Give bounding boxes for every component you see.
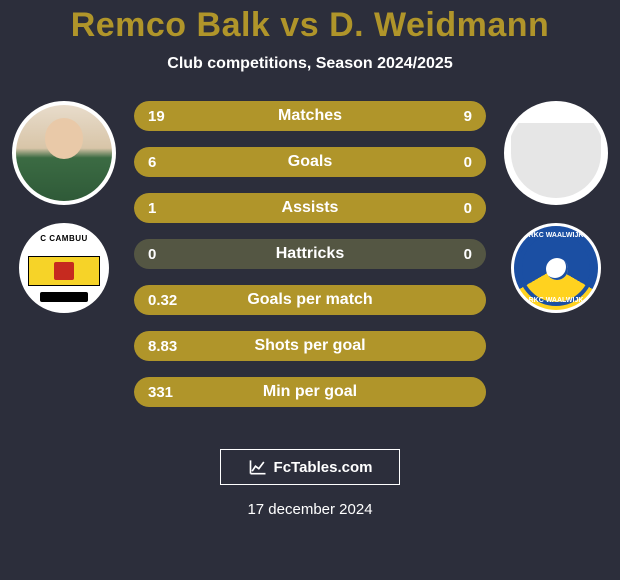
stat-row: 8.83Shots per goal bbox=[134, 331, 486, 361]
right-club-logo-text-bottom: RKC WAALWIJK bbox=[514, 297, 598, 304]
right-club-logo-text-top: RKC WAALWIJK bbox=[514, 232, 598, 239]
left-club-logo: C CAMBUU bbox=[19, 223, 109, 313]
stat-label: Min per goal bbox=[134, 377, 486, 407]
stat-label: Matches bbox=[134, 101, 486, 131]
stat-label: Goals per match bbox=[134, 285, 486, 315]
stat-label: Assists bbox=[134, 193, 486, 223]
subtitle: Club competitions, Season 2024/2025 bbox=[0, 55, 620, 73]
page-title: Remco Balk vs D. Weidmann bbox=[0, 0, 620, 45]
right-player-column: RKC WAALWIJK RKC WAALWIJK bbox=[500, 101, 612, 313]
title-player-left: Remco Balk bbox=[71, 6, 271, 44]
stat-row: 60Goals bbox=[134, 147, 486, 177]
left-player-avatar bbox=[12, 101, 116, 205]
stat-label: Goals bbox=[134, 147, 486, 177]
stat-row: 199Matches bbox=[134, 101, 486, 131]
stat-bars-container: 199Matches 60Goals 10Assists 00Hattricks 0.3… bbox=[134, 101, 486, 423]
footer-date: 17 december 2024 bbox=[0, 501, 620, 518]
stat-row: 0.32Goals per match bbox=[134, 285, 486, 315]
stat-label: Hattricks bbox=[134, 239, 486, 269]
stat-label: Shots per goal bbox=[134, 331, 486, 361]
title-player-right: D. Weidmann bbox=[329, 6, 549, 44]
left-club-logo-text: C CAMBUU bbox=[22, 234, 106, 243]
stat-row: 331Min per goal bbox=[134, 377, 486, 407]
right-player-avatar bbox=[504, 101, 608, 205]
left-player-column: C CAMBUU bbox=[8, 101, 120, 313]
stat-row: 00Hattricks bbox=[134, 239, 486, 269]
comparison-panel: C CAMBUU RKC WAALWIJK RKC WAALWIJK 199Ma… bbox=[0, 101, 620, 431]
brand-badge: FcTables.com bbox=[220, 449, 400, 485]
title-vs: vs bbox=[270, 6, 329, 44]
stat-row: 10Assists bbox=[134, 193, 486, 223]
right-club-logo: RKC WAALWIJK RKC WAALWIJK bbox=[511, 223, 601, 313]
chart-icon bbox=[248, 457, 268, 477]
brand-text: FcTables.com bbox=[274, 459, 373, 476]
